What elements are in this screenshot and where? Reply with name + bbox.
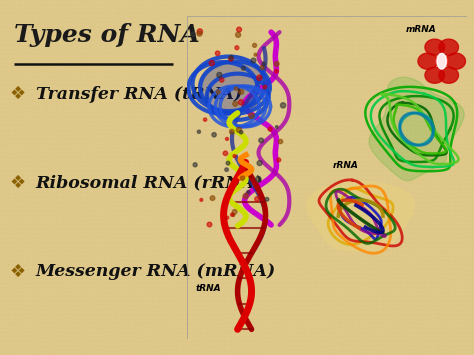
Polygon shape (437, 54, 446, 69)
Point (196, 31, 203, 37)
Point (223, 136, 231, 142)
Point (257, 138, 265, 143)
Point (253, 196, 261, 202)
Point (250, 58, 257, 64)
Point (215, 89, 222, 95)
Point (237, 99, 245, 105)
Text: Ribosomal RNA (rRNA): Ribosomal RNA (rRNA) (36, 174, 264, 191)
Point (198, 197, 205, 203)
Point (256, 160, 264, 166)
Point (260, 61, 267, 67)
Point (209, 195, 216, 201)
Point (201, 117, 209, 122)
Point (251, 43, 258, 48)
Point (263, 196, 271, 202)
Point (266, 126, 274, 132)
Polygon shape (437, 54, 446, 69)
Point (224, 160, 232, 166)
Polygon shape (437, 54, 446, 69)
Point (239, 175, 246, 181)
Point (255, 176, 262, 182)
Point (231, 101, 239, 107)
Polygon shape (425, 39, 445, 55)
Point (231, 209, 238, 215)
Point (191, 162, 199, 168)
Text: ❖: ❖ (9, 174, 26, 192)
Polygon shape (436, 55, 447, 68)
Point (214, 50, 221, 56)
Point (210, 132, 218, 138)
Polygon shape (446, 53, 465, 69)
Text: tRNA: tRNA (196, 284, 221, 293)
Point (273, 61, 281, 67)
Text: rRNA: rRNA (333, 161, 358, 170)
Point (235, 127, 243, 133)
Polygon shape (307, 181, 414, 251)
Polygon shape (418, 53, 438, 69)
Point (255, 75, 263, 81)
Point (237, 89, 245, 95)
Point (216, 72, 223, 78)
Point (273, 68, 280, 74)
Polygon shape (439, 67, 458, 83)
Text: Types of RNA: Types of RNA (14, 23, 200, 47)
Point (242, 193, 249, 199)
Point (206, 222, 213, 227)
Point (218, 77, 226, 83)
Polygon shape (199, 61, 265, 113)
Point (275, 157, 283, 163)
Point (273, 124, 281, 130)
Polygon shape (437, 54, 446, 69)
Point (208, 60, 216, 66)
Point (196, 29, 204, 34)
Point (195, 129, 203, 135)
Point (245, 190, 252, 195)
Point (231, 153, 238, 159)
Point (189, 32, 197, 37)
Point (228, 129, 236, 135)
Point (258, 65, 266, 70)
Point (223, 215, 231, 220)
Point (233, 45, 241, 50)
Point (252, 52, 259, 58)
Point (235, 27, 243, 32)
Point (237, 129, 245, 135)
Point (234, 32, 242, 38)
Point (279, 103, 287, 108)
Point (232, 86, 240, 92)
Point (247, 113, 255, 119)
Polygon shape (439, 39, 458, 55)
Text: ❖: ❖ (9, 263, 26, 280)
Polygon shape (425, 67, 445, 83)
Point (223, 167, 230, 173)
Text: mRNA: mRNA (405, 25, 436, 34)
Point (222, 151, 229, 156)
Point (228, 55, 235, 60)
Point (228, 212, 236, 218)
Point (229, 212, 237, 218)
Point (227, 56, 235, 62)
Point (261, 84, 269, 90)
Text: ❖: ❖ (9, 85, 26, 103)
Polygon shape (369, 77, 464, 181)
Point (277, 139, 284, 144)
Text: Messenger RNA (mRNA): Messenger RNA (mRNA) (36, 263, 276, 280)
Text: Transfer RNA (tRNA): Transfer RNA (tRNA) (36, 86, 242, 103)
Point (240, 65, 247, 71)
